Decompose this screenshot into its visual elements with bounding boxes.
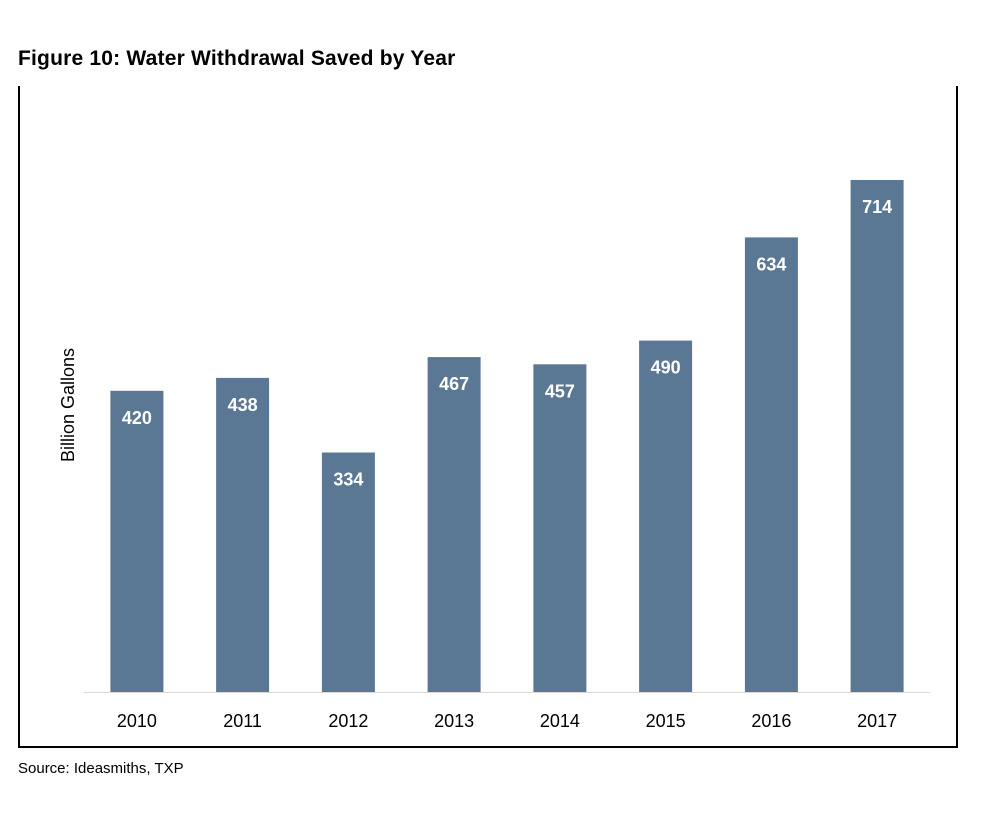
bar-2015 [639, 340, 693, 692]
x-tick-label-2010: 2010 [117, 711, 157, 731]
x-tick-label-2011: 2011 [223, 711, 262, 731]
bar-2011 [216, 377, 270, 692]
x-tick-label-2016: 2016 [751, 711, 791, 731]
bar-2012 [321, 452, 375, 692]
x-tick-labels-group: 2010 2011 2012 2013 2014 2015 2016 2017 [117, 711, 897, 731]
bar-2017 [850, 180, 904, 692]
source-note: Source: Ideasmiths, TXP [18, 760, 184, 777]
data-label-2015: 490 [651, 358, 681, 378]
chart-frame [18, 86, 958, 748]
bar-2014 [533, 364, 587, 692]
x-tick-label-2012: 2012 [328, 711, 368, 731]
y-axis-label: Billion Gallons [58, 348, 78, 462]
data-labels-group: 420 438 334 467 457 490 634 714 [122, 197, 892, 490]
bars-group [110, 180, 904, 692]
data-label-2013: 467 [439, 374, 469, 394]
bar-2010 [110, 390, 164, 692]
x-tick-label-2017: 2017 [857, 711, 897, 731]
x-tick-label-2013: 2013 [434, 711, 474, 731]
data-label-2010: 420 [122, 408, 152, 428]
bar-2013 [427, 357, 481, 692]
figure-title: Figure 10: Water Withdrawal Saved by Yea… [18, 47, 456, 70]
x-tick-label-2014: 2014 [540, 711, 580, 731]
data-label-2011: 438 [228, 395, 258, 415]
data-label-2014: 457 [545, 381, 575, 401]
x-tick-label-2015: 2015 [646, 711, 686, 731]
bar-2016 [744, 237, 798, 692]
data-label-2017: 714 [862, 197, 892, 217]
data-label-2016: 634 [756, 254, 786, 274]
data-label-2012: 334 [333, 470, 363, 490]
